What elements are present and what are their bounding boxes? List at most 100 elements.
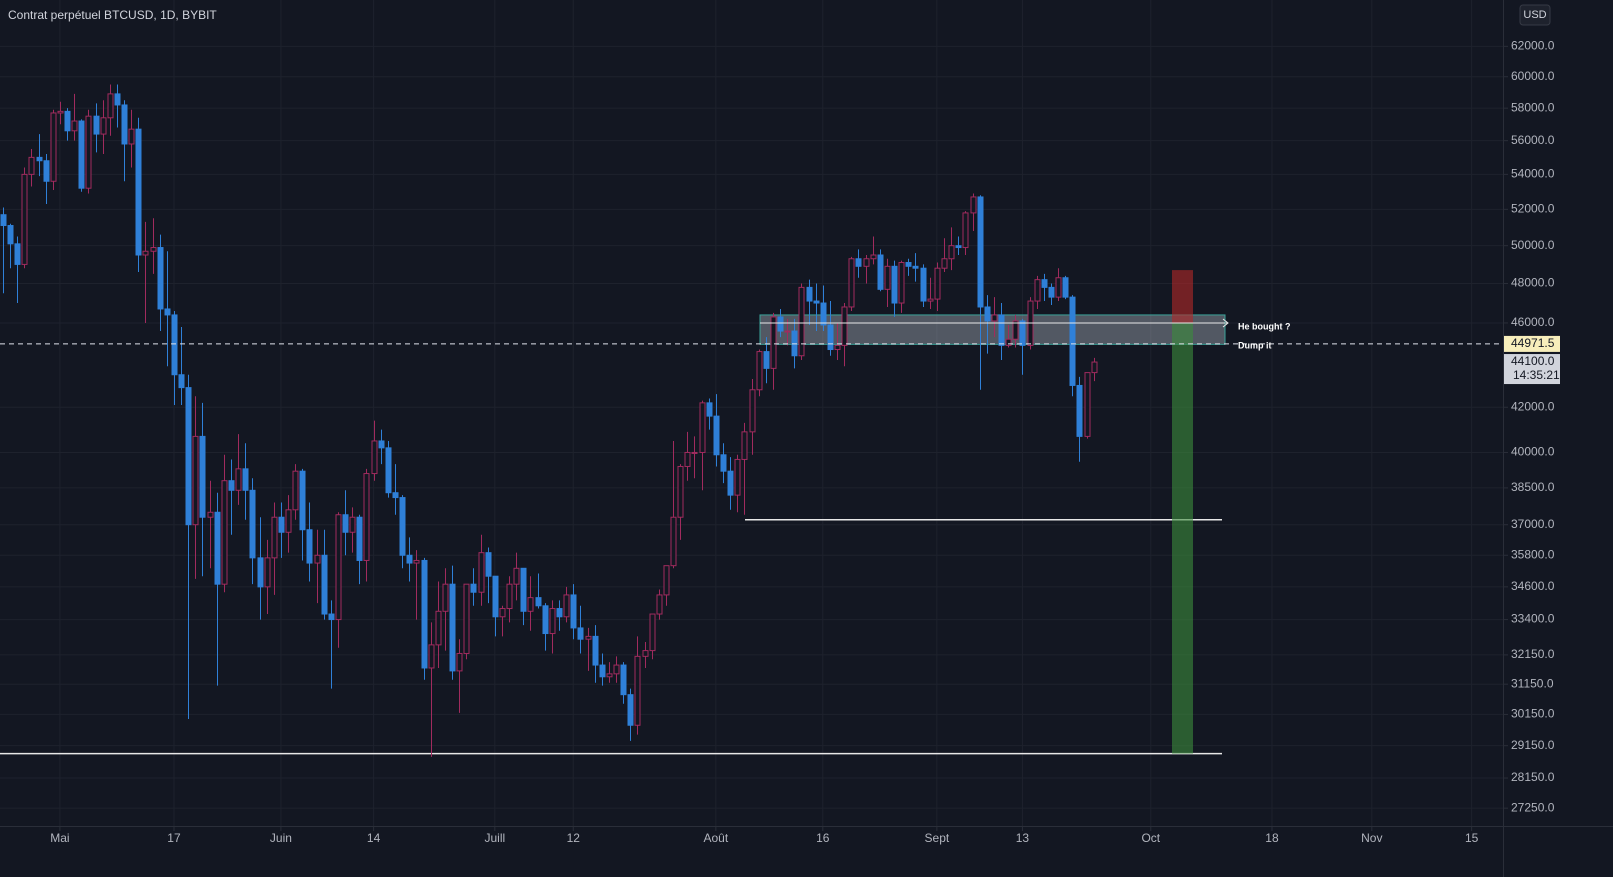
candle-body [806, 286, 813, 302]
candle-body [863, 258, 870, 267]
candle-body [264, 557, 271, 588]
candle-body [1005, 338, 1012, 346]
x-tick-label: 17 [167, 831, 181, 845]
y-tick-label: 60000.0 [1511, 69, 1555, 83]
candle-body [970, 196, 977, 214]
candle-body [363, 473, 370, 561]
candle-body [214, 511, 221, 585]
candle-body [228, 480, 235, 491]
candle-body [627, 694, 634, 726]
x-tick-label: 12 [567, 831, 581, 845]
candle-body [727, 470, 734, 496]
x-tick-label: 18 [1265, 831, 1279, 845]
candle-body [1069, 296, 1076, 386]
candle-body [128, 128, 135, 145]
candle-body [314, 554, 321, 564]
candle-body [506, 583, 513, 610]
candle-body [335, 514, 342, 621]
candle-body [577, 627, 584, 640]
candle-body [78, 120, 85, 189]
candle-body [841, 306, 848, 346]
candle-body [428, 644, 435, 669]
candle-body [171, 314, 178, 376]
candle-body [406, 554, 413, 564]
y-tick-label: 33400.0 [1511, 612, 1555, 626]
currency-box[interactable] [1519, 4, 1551, 26]
x-tick-label: Nov [1361, 831, 1382, 845]
candle-body [549, 608, 556, 635]
candle-body [585, 635, 592, 640]
y-tick-label: 46000.0 [1511, 315, 1555, 329]
candle-body [7, 225, 14, 245]
annotation: He bought ? [1238, 321, 1291, 331]
candle-body [21, 173, 28, 265]
candle-body [756, 351, 763, 391]
candle-body [321, 554, 328, 615]
candle-body [178, 374, 185, 389]
y-tick-label: 29150.0 [1511, 738, 1555, 752]
candle-body [399, 497, 406, 556]
candle-body [142, 250, 149, 256]
candle-body [927, 298, 934, 302]
candle-body [14, 243, 21, 265]
x-tick-label: Oct [1141, 831, 1160, 845]
candle-body [877, 254, 884, 290]
candle-body [107, 93, 114, 119]
candle-body [713, 415, 720, 456]
candle-body [192, 435, 199, 526]
candle-body [798, 286, 805, 357]
y-tick-label: 34600.0 [1511, 579, 1555, 593]
candle-body [36, 156, 43, 162]
candle-body [28, 156, 35, 175]
candle-body [1084, 372, 1091, 437]
currency-label[interactable]: USD [1523, 9, 1546, 21]
candle-body [392, 492, 399, 499]
candles [0, 84, 1098, 757]
candle-body [164, 308, 171, 316]
y-tick-label: 35800.0 [1511, 547, 1555, 561]
candle-body [613, 664, 620, 675]
candle-body [699, 402, 706, 453]
candle-body [50, 112, 57, 182]
candle-body [834, 344, 841, 351]
candle-body [185, 387, 192, 526]
candle-body [492, 575, 499, 618]
position-stop [1172, 270, 1193, 323]
y-tick-label: 28150.0 [1511, 770, 1555, 784]
candle-body [891, 265, 898, 304]
y-tick-label: 32150.0 [1511, 647, 1555, 661]
candle-body [121, 104, 128, 145]
y-tick-label: 62000.0 [1511, 39, 1555, 53]
candle-body [114, 93, 121, 106]
axes: 62000.0 60000.0 58000.0 56000.0 54000.0 52000… [50, 39, 1560, 846]
y-tick-label: 38500.0 [1511, 480, 1555, 494]
candle-body [542, 605, 549, 635]
candle-body [328, 613, 335, 621]
x-tick-label: Juill [484, 831, 505, 845]
candle-body [527, 597, 534, 612]
x-tick-label: Sept [925, 831, 950, 845]
candle-body [984, 306, 991, 322]
last-price-label: 44100.0 [1511, 354, 1555, 368]
arrow-head [1222, 318, 1229, 328]
price-line-label-bg [1504, 335, 1560, 352]
candle-body [977, 196, 984, 308]
candle-body [991, 314, 998, 322]
candle-body [1076, 384, 1083, 437]
candle-body [813, 300, 820, 304]
candle-body [449, 583, 456, 672]
y-tick-label: 58000.0 [1511, 100, 1555, 114]
candle-body [485, 552, 492, 577]
y-tick-label: 54000.0 [1511, 167, 1555, 181]
candle-body [592, 635, 599, 666]
candle-body [235, 468, 242, 491]
candle-body [820, 302, 827, 326]
candle-body [649, 613, 656, 652]
candle-body [356, 516, 363, 561]
candle-body [207, 511, 214, 518]
candle-body [948, 245, 955, 260]
candle-body [599, 664, 606, 678]
y-tick-label: 31150.0 [1511, 676, 1554, 690]
candle-body [1034, 279, 1041, 302]
candle-body [499, 608, 506, 618]
